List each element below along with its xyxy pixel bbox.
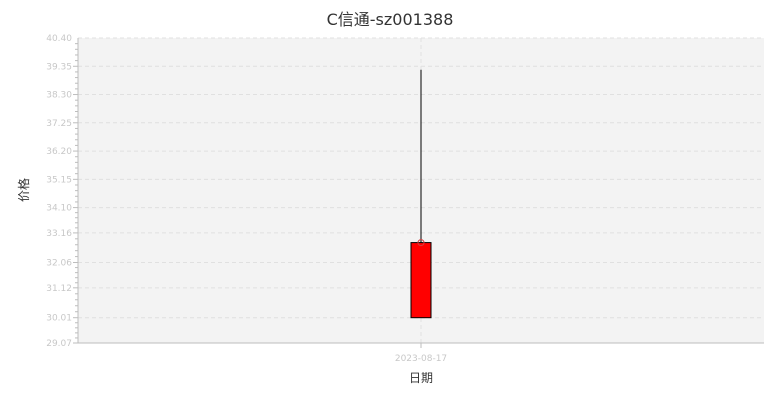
y-tick-label-11: 40.40 xyxy=(46,34,72,44)
y-tick-label-2: 31.12 xyxy=(46,284,72,294)
y-tick-label-4: 33.16 xyxy=(46,229,72,239)
candle-body xyxy=(410,242,432,319)
y-tick-label-9: 38.30 xyxy=(46,91,72,101)
axes xyxy=(73,38,764,348)
y-tick-label-7: 36.20 xyxy=(46,147,72,157)
x-tick-label-0: 2023-08-17 xyxy=(395,354,447,364)
y-tick-label-6: 35.15 xyxy=(46,175,72,185)
candles xyxy=(410,69,432,319)
chart-title: C信通-sz001388 xyxy=(326,10,454,29)
y-tick-label-5: 34.10 xyxy=(46,204,72,214)
y-tick-label-10: 39.35 xyxy=(46,62,72,72)
y-tick-label-1: 30.01 xyxy=(46,314,72,324)
y-tick-label-3: 32.06 xyxy=(46,259,72,269)
x-axis-title: 日期 xyxy=(409,371,433,385)
y-tick-label-0: 29.07 xyxy=(46,339,72,349)
y-axis-title: 价格 xyxy=(16,178,31,202)
tick-labels: 29.07 30.01 31.12 32.06 33.16 34.10 35.15 36.20… xyxy=(46,34,447,364)
candle-close-marker xyxy=(417,239,425,247)
y-tick-label-8: 37.25 xyxy=(46,119,72,129)
